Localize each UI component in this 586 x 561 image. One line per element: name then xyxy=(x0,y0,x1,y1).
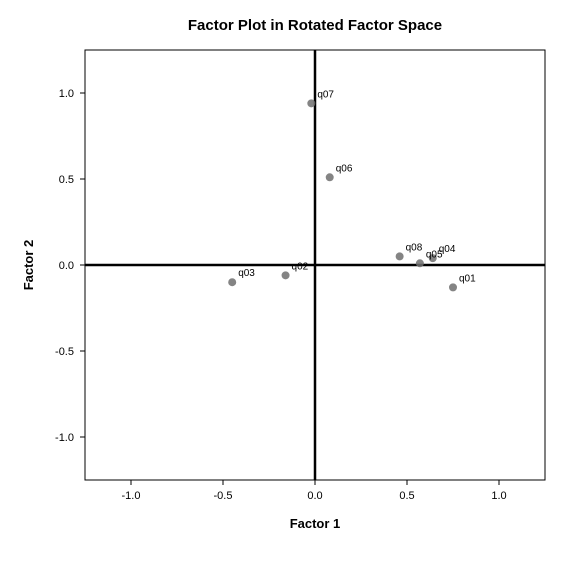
data-point xyxy=(228,278,236,286)
chart-title: Factor Plot in Rotated Factor Space xyxy=(188,17,442,34)
data-point-label: q03 xyxy=(238,268,255,279)
y-tick-label: -0.5 xyxy=(55,346,74,358)
x-tick-label: -0.5 xyxy=(214,490,233,502)
data-point-label: q07 xyxy=(317,89,334,100)
data-point xyxy=(449,283,457,291)
data-point xyxy=(282,271,290,279)
x-ticks: -1.0 -0.5 0.0 0.5 1.0 xyxy=(122,480,507,502)
data-point xyxy=(416,259,424,267)
y-ticks: -1.0 -0.5 0.0 0.5 1.0 xyxy=(55,88,85,444)
y-axis-label: Factor 2 xyxy=(21,240,36,291)
y-tick-label: -1.0 xyxy=(55,432,74,444)
x-tick-label: 0.0 xyxy=(307,490,322,502)
y-tick-label: 0.0 xyxy=(59,260,74,272)
x-axis-label: Factor 1 xyxy=(290,516,341,531)
data-point-label: q08 xyxy=(406,242,423,253)
chart-svg: Factor Plot in Rotated Factor Space -1.0… xyxy=(0,0,586,561)
x-tick-label: 1.0 xyxy=(491,490,506,502)
data-point xyxy=(396,252,404,260)
data-point xyxy=(307,99,315,107)
y-tick-label: 0.5 xyxy=(59,174,74,186)
factor-plot: Factor Plot in Rotated Factor Space -1.0… xyxy=(0,0,586,561)
x-tick-label: 0.5 xyxy=(399,490,414,502)
x-tick-label: -1.0 xyxy=(122,490,141,502)
data-point-label: q02 xyxy=(292,261,309,272)
y-tick-label: 1.0 xyxy=(59,88,74,100)
data-point-label: q05 xyxy=(426,249,443,260)
data-point-label: q06 xyxy=(336,163,353,174)
data-point-label: q01 xyxy=(459,273,476,284)
data-point xyxy=(326,173,334,181)
